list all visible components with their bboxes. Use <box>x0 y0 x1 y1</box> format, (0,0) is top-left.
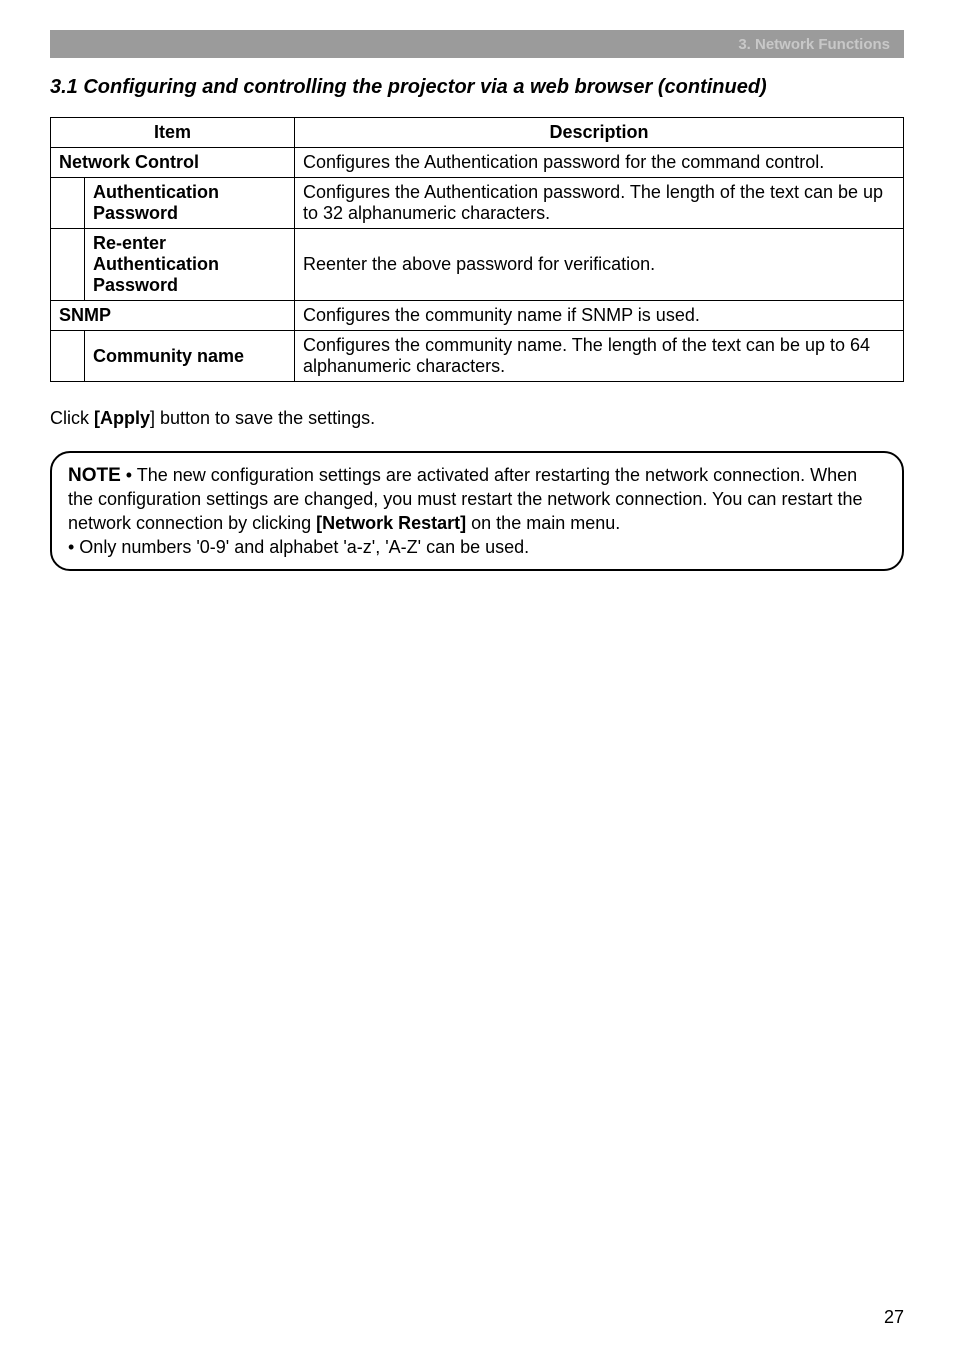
row-desc: Configures the community name if SNMP is… <box>295 301 904 331</box>
table-row: Re-enter Authentication Password Reenter… <box>51 229 904 301</box>
table-row: Authentication Password Configures the A… <box>51 178 904 229</box>
apply-bold: [Apply <box>94 408 150 428</box>
table-row: Network Control Configures the Authentic… <box>51 148 904 178</box>
note-line1-post: on the main menu. <box>466 513 620 533</box>
row-desc: Reenter the above password for verificat… <box>295 229 904 301</box>
table-row: Community name Configures the community … <box>51 331 904 382</box>
note-bold: [Network Restart] <box>316 513 466 533</box>
table-header-desc: Description <box>295 118 904 148</box>
table-row: SNMP Configures the community name if SN… <box>51 301 904 331</box>
table-header-item: Item <box>51 118 295 148</box>
row-item: SNMP <box>51 301 295 331</box>
note-box: NOTE • The new configuration settings ar… <box>50 451 904 571</box>
chapter-header-bar: 3. Network Functions <box>50 30 904 58</box>
row-desc: Configures the Authentication password f… <box>295 148 904 178</box>
row-item: Community name <box>85 331 295 382</box>
page-number: 27 <box>884 1307 904 1328</box>
row-item: Network Control <box>51 148 295 178</box>
row-indent <box>51 178 85 229</box>
note-label: NOTE <box>68 465 121 486</box>
apply-instruction: Click [Apply] button to save the setting… <box>50 408 904 429</box>
settings-table: Item Description Network Control Configu… <box>50 117 904 382</box>
row-indent <box>51 331 85 382</box>
row-desc: Configures the Authentication password. … <box>295 178 904 229</box>
chapter-label: 3. Network Functions <box>738 36 890 53</box>
note-line2: • Only numbers '0-9' and alphabet 'a-z',… <box>68 537 529 557</box>
row-desc: Configures the community name. The lengt… <box>295 331 904 382</box>
apply-post: ] button to save the settings. <box>150 408 375 428</box>
row-indent <box>51 229 85 301</box>
row-item: Re-enter Authentication Password <box>85 229 295 301</box>
row-item: Authentication Password <box>85 178 295 229</box>
section-title: 3.1 Configuring and controlling the proj… <box>50 76 904 99</box>
apply-pre: Click <box>50 408 94 428</box>
